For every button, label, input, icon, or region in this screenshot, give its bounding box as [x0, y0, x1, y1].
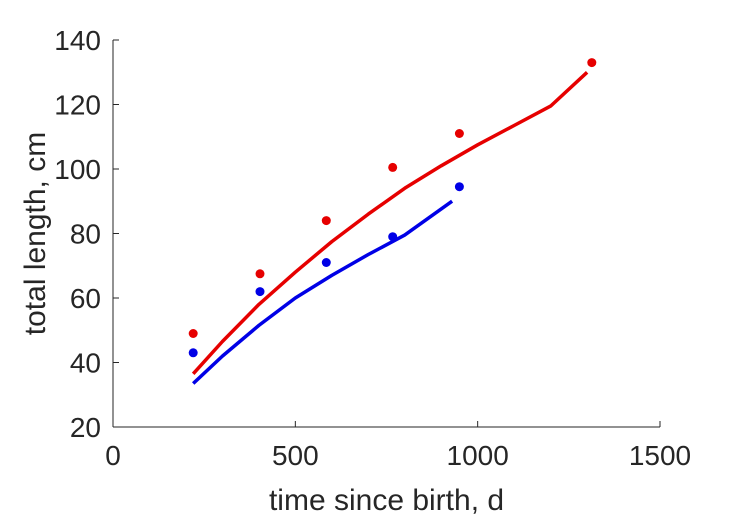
x-axis-label: time since birth, d [269, 484, 504, 517]
data-point-1-4 [454, 182, 464, 192]
x-tick-label: 0 [105, 440, 121, 471]
y-tick-label: 40 [70, 348, 101, 379]
fit-line-2 [191, 71, 589, 375]
axes [112, 40, 660, 428]
data-point-0-3 [388, 162, 398, 172]
data-point-1-2 [321, 258, 331, 267]
data-point-0-4 [454, 129, 464, 138]
data-point-0-2 [321, 216, 331, 226]
y-tick-label: 60 [70, 283, 101, 314]
fit-line-3 [192, 199, 454, 385]
data-point-0-5 [587, 58, 597, 68]
y-tick-label: 120 [54, 90, 101, 121]
data-point-0-0 [188, 329, 198, 338]
fit-lines [191, 71, 589, 385]
data-point-0-1 [255, 269, 265, 279]
y-tick-label: 140 [54, 25, 101, 56]
x-tick-label: 1000 [447, 440, 509, 471]
data-point-1-0 [188, 348, 198, 358]
data-points [188, 58, 597, 358]
x-tick-label: 500 [272, 440, 319, 471]
data-point-1-3 [388, 232, 398, 242]
data-point-1-1 [255, 287, 265, 297]
y-tick-label: 20 [70, 412, 101, 443]
ticks: 0 500 1000 1500 20 40 60 80 100 120 140 [54, 25, 691, 471]
x-tick-label: 1500 [629, 440, 691, 471]
y-tick-label: 100 [54, 154, 101, 185]
y-tick-label: 80 [70, 219, 101, 250]
y-axis-label: total length, cm [19, 132, 52, 335]
